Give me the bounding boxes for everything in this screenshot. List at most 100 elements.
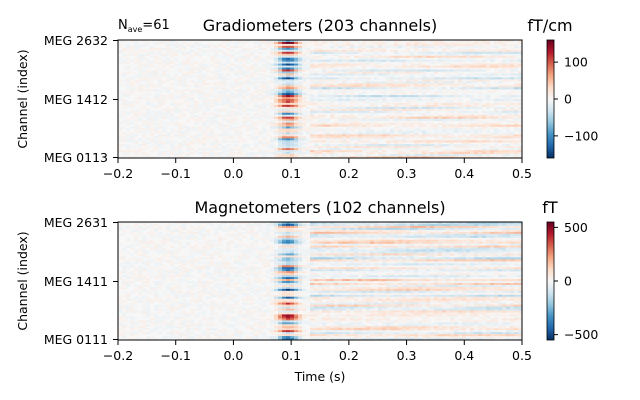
heatmap-cell (226, 40, 231, 43)
heatmap-cell (354, 99, 359, 102)
heatmap-cell (270, 130, 275, 133)
heatmap-cell (450, 134, 455, 137)
heatmap-cell (122, 132, 127, 135)
heatmap-cell (250, 71, 255, 74)
heatmap-cell (214, 146, 219, 149)
heatmap-cell (462, 51, 467, 55)
heatmap-cell (290, 89, 295, 92)
heatmap-cell (302, 59, 307, 62)
heatmap-cell (326, 134, 331, 137)
heatmap-cell (302, 55, 307, 58)
heatmap-cell (194, 136, 199, 139)
heatmap-cell (186, 150, 191, 153)
heatmap-cell (386, 124, 391, 127)
heatmap-cell (486, 85, 491, 88)
heatmap-cell (406, 104, 411, 108)
heatmap-cell (162, 114, 167, 117)
heatmap-cell (358, 108, 363, 112)
heatmap-cell (318, 99, 323, 102)
heatmap-cell (466, 104, 471, 108)
heatmap-cell (258, 89, 263, 92)
heatmap-cell (510, 49, 515, 53)
heatmap-cell (242, 146, 247, 149)
heatmap-cell (486, 227, 491, 231)
heatmap-cell (270, 233, 275, 237)
heatmap-cell (422, 81, 427, 84)
heatmap-cell (414, 231, 419, 235)
heatmap-cell (362, 81, 367, 84)
heatmap-cell (494, 53, 499, 57)
heatmap-cell (222, 148, 227, 151)
heatmap-cell (482, 102, 487, 106)
heatmap-cell (182, 108, 187, 112)
heatmap-cell (418, 99, 423, 102)
heatmap-cell (258, 229, 263, 233)
heatmap-cell (402, 81, 407, 84)
heatmap-cell (342, 156, 347, 159)
heatmap-cell (326, 40, 331, 43)
heatmap-cell (162, 41, 167, 45)
heatmap-cell (282, 71, 287, 74)
heatmap-cell (326, 136, 331, 139)
heatmap-cell (234, 120, 239, 123)
heatmap-cell (374, 47, 379, 51)
heatmap-cell (246, 81, 251, 84)
heatmap-cell (202, 136, 207, 139)
nave-value: =61 (142, 18, 169, 33)
heatmap-cell (462, 146, 467, 149)
heatmap-cell (450, 41, 455, 45)
heatmap-cell (438, 231, 443, 235)
heatmap-cell (278, 45, 283, 49)
heatmap-cell (238, 223, 243, 227)
heatmap-cell (314, 146, 319, 149)
heatmap-cell (454, 222, 459, 225)
heatmap-cell (118, 73, 123, 76)
heatmap-cell (246, 67, 251, 70)
heatmap-cell (410, 100, 415, 104)
heatmap-cell (434, 43, 439, 47)
heatmap-cell (326, 79, 331, 82)
heatmap-cell (514, 87, 519, 90)
heatmap-cell (254, 87, 259, 90)
heatmap-cell (226, 112, 231, 116)
heatmap-cell (386, 65, 391, 68)
heatmap-cell (290, 97, 295, 100)
heatmap-cell (326, 231, 331, 235)
heatmap-cell (430, 118, 435, 121)
heatmap-cell (366, 118, 371, 121)
heatmap-cell (230, 225, 235, 229)
heatmap-cell (442, 227, 447, 231)
heatmap-cell (386, 156, 391, 159)
heatmap-cell (494, 47, 499, 51)
heatmap-cell (198, 91, 203, 94)
heatmap-cell (334, 77, 339, 80)
heatmap-cell (302, 102, 307, 106)
heatmap-cell (398, 104, 403, 108)
heatmap-cell (474, 231, 479, 235)
heatmap-cell (310, 95, 315, 98)
heatmap-cell (250, 100, 255, 104)
heatmap-cell (478, 45, 483, 49)
heatmap-cell (434, 146, 439, 149)
heatmap-cell (174, 120, 179, 123)
heatmap-cell (182, 126, 187, 129)
heatmap-cell (442, 106, 447, 110)
heatmap-cell (310, 227, 315, 231)
heatmap-cell (294, 112, 299, 116)
heatmap-cell (498, 61, 503, 64)
heatmap-cell (330, 231, 335, 235)
heatmap-cell (498, 49, 503, 53)
heatmap-cell (170, 120, 175, 123)
heatmap-cell (498, 47, 503, 51)
heatmap-cell (446, 132, 451, 135)
heatmap-cell (142, 142, 147, 145)
heatmap-cell (510, 130, 515, 133)
heatmap-cell (322, 134, 327, 137)
heatmap-cell (242, 63, 247, 66)
heatmap-cell (354, 134, 359, 137)
heatmap-cell (170, 112, 175, 116)
heatmap-cell (490, 110, 495, 114)
heatmap-cell (178, 110, 183, 114)
heatmap-cell (258, 104, 263, 108)
heatmap-cell (478, 100, 483, 104)
